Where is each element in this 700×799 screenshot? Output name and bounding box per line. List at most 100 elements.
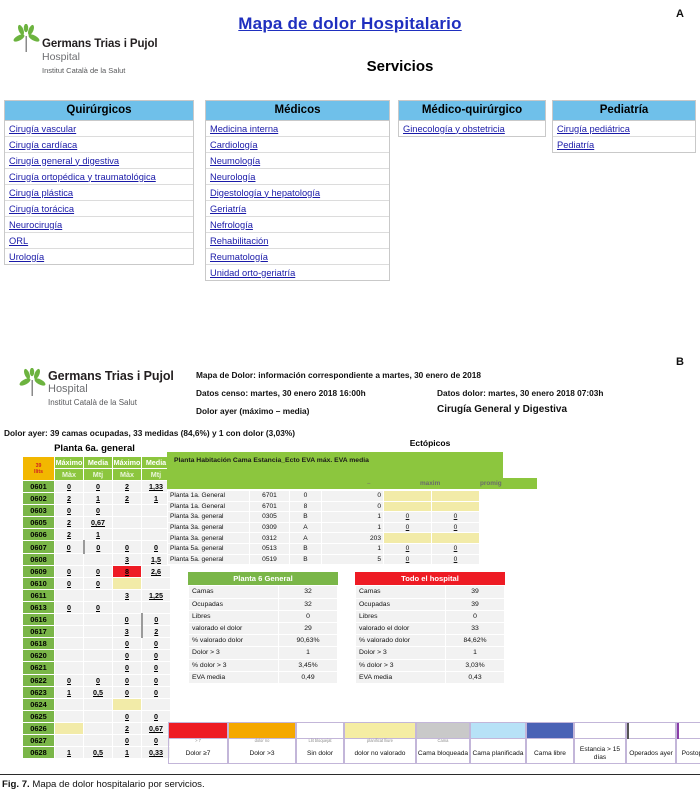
panel-letter-b: B — [676, 356, 684, 368]
ectopicos-cell: 5 — [321, 553, 384, 566]
summary-planta6-value: 32 — [278, 585, 338, 599]
service-column-header: Médico-quirúrgico — [399, 101, 545, 121]
planta6-cell — [83, 625, 113, 639]
service-link-ginecolog-a-y-obstetricia[interactable]: Ginecología y obstetricia — [403, 123, 505, 134]
planta6-cell: 3 — [112, 588, 142, 602]
ectopicos-sub-max: maxim — [420, 480, 441, 487]
report-date-line: Mapa de Dolor: información correspondien… — [196, 370, 481, 380]
service-link-cardiolog-a[interactable]: Cardiología — [206, 137, 389, 153]
ectopicos-cell: 6701 — [249, 490, 290, 502]
legend-swatch — [527, 723, 573, 739]
hospital-logo-a: Germans Trias i Pujol Hospital Institut … — [10, 24, 170, 86]
service-link-orl[interactable]: ORL — [5, 233, 193, 249]
service-link-geriatr-a[interactable]: Geriatría — [206, 201, 389, 217]
planta6-cell — [141, 600, 171, 615]
planta6-group-header: Máximo — [54, 456, 84, 469]
legend-item-operados-ayer: Operados ayer — [626, 722, 676, 764]
planta6-cell: 0 — [54, 504, 84, 518]
summary-hospital-row: EVA media 0,43 — [355, 670, 505, 684]
ectopicos-cell: Planta 3a. general — [167, 511, 250, 523]
ectopicos-cell — [383, 532, 432, 544]
service-link-cirug-a-pl-stica[interactable]: Cirugía plástica — [5, 185, 193, 201]
ectopicos-cell: 0 — [321, 490, 384, 502]
service-link-cirug-a-tor-cica[interactable]: Cirugía torácica — [5, 201, 193, 217]
summary-planta6-key: Ocupadas — [188, 597, 279, 611]
service-link-cirug-a-vascular[interactable]: Cirugía vascular — [5, 121, 193, 137]
service-link-urolog-a[interactable]: Urología — [9, 251, 45, 262]
planta6-room-label: 0620 — [22, 649, 55, 663]
planta6-cell: 0 — [112, 649, 142, 663]
ectopicos-cell: Planta 3a. general — [167, 532, 250, 544]
planta6-cell: 0 — [140, 613, 171, 627]
planta6-cell — [54, 721, 84, 735]
service-link-digestolog-a-y-hepatolog-a[interactable]: Digestología y hepatología — [206, 185, 389, 201]
summary-hospital-row: Ocupadas 39 — [355, 597, 505, 611]
ectopicos-row: Planta 5a. general 0519 B 5 0 0 — [167, 553, 480, 566]
legend-label: dolor no valorado — [354, 749, 406, 757]
figure-label: Fig. 7. — [2, 779, 30, 790]
ectopicos-cell: Planta 1a. General — [167, 500, 250, 513]
ectopicos-row: Planta 3a. general 0305 B 1 0 0 — [167, 511, 480, 523]
planta6-cell: 0 — [83, 479, 113, 494]
planta6-cell — [141, 516, 171, 530]
planta6-row: 0625 0 0 — [22, 709, 171, 723]
summary-planta6-value: 32 — [278, 597, 338, 611]
ectopicos-cell: 0312 — [249, 532, 290, 544]
planta6-cell: 3 — [112, 552, 142, 566]
service-link-cirug-a-ortop-dica-y-traumatol-gica[interactable]: Cirugía ortopédica y traumatológica — [5, 169, 193, 185]
ectopicos-cell: 0 — [383, 511, 432, 523]
summary-planta6-value: 29 — [278, 621, 338, 636]
summary-planta6-row: % valorado dolor 90,63% — [188, 634, 338, 648]
ectopicos-cell — [431, 490, 480, 502]
planta6-cell — [83, 637, 113, 651]
planta6-cell: 0 — [112, 613, 142, 627]
service-link-cirug-a-general-y-digestiva[interactable]: Cirugía general y digestiva — [5, 153, 193, 169]
planta6-cell: 0 — [141, 649, 171, 663]
legend-swatch — [677, 723, 700, 739]
summary-hospital-row: % valorado dolor 84,62% — [355, 634, 505, 648]
planta6-room-label: 0616 — [22, 613, 55, 627]
planta6-cell: 1 — [83, 492, 113, 506]
ectopicos-title: Ectópicos — [409, 438, 451, 448]
summary-planta6-key: valorado el dolor — [188, 621, 279, 636]
planta6-row: 0605 2 0,67 — [22, 516, 171, 530]
legend-swatch — [627, 723, 675, 739]
summary-planta6-row: Camas 32 — [188, 585, 338, 599]
service-link-cirug-a-card-aca[interactable]: Cirugía cardíaca — [5, 137, 193, 153]
service-link-neumolog-a[interactable]: Neumología — [206, 153, 389, 169]
logo-ics: Institut Català de la Salut — [48, 398, 137, 407]
service-link-medicina-interna[interactable]: Medicina interna — [206, 121, 389, 137]
planta6-room-label: 0609 — [22, 564, 55, 578]
summary-hospital-value: 3,03% — [445, 658, 505, 672]
planta6-cell — [83, 613, 113, 627]
service-link-rehabilitaci-n[interactable]: Rehabilitación — [206, 233, 389, 249]
ectopicos-cell: 0 — [321, 500, 384, 513]
summary-planta6-value: 3,45% — [278, 658, 338, 672]
planta6-cell: 3 — [112, 625, 142, 639]
planta6-row: 0617 3 2 — [22, 625, 171, 639]
planta6-cell: 0 — [141, 685, 171, 699]
planta6-room-label: 0605 — [22, 516, 55, 530]
legend-label-catalan: > 7 — [195, 738, 201, 743]
planta6-cell — [54, 552, 84, 566]
service-link-nefrolog-a[interactable]: Nefrología — [206, 217, 389, 233]
planta6-room-label: 0618 — [22, 637, 55, 651]
planta6-row: 0618 0 0 — [22, 637, 171, 651]
service-link-cirug-a-pedi-trica[interactable]: Cirugía pediátrica — [553, 121, 695, 137]
planta6-cell — [112, 528, 142, 542]
service-link-reumatolog-a[interactable]: Reumatología — [206, 249, 389, 265]
planta6-row: 0613 0 0 — [22, 600, 171, 615]
service-link-neurolog-a[interactable]: Neurología — [206, 169, 389, 185]
planta6-cell — [54, 613, 84, 627]
logo-ics: Institut Català de la Salut — [42, 66, 126, 75]
ectopicos-cell: 0 — [431, 521, 480, 534]
ectopicos-row: Planta 1a. General 6701 0 0 — [167, 490, 480, 502]
service-link-unidad-orto-geriatr-a[interactable]: Unidad orto-geriatría — [210, 267, 296, 278]
planta6-room-label: 0613 — [22, 600, 55, 615]
service-link-pediatr-a[interactable]: Pediatría — [557, 139, 595, 150]
service-link-neurocirug-a[interactable]: Neurocirugía — [5, 217, 193, 233]
planta6-cell — [141, 697, 171, 711]
planta6-cell: 1,25 — [141, 588, 171, 602]
legend-label-catalan: Llit bloquejat — [308, 738, 332, 743]
report-census-line: Datos censo: martes, 30 enero 2018 16:00… — [196, 388, 366, 398]
